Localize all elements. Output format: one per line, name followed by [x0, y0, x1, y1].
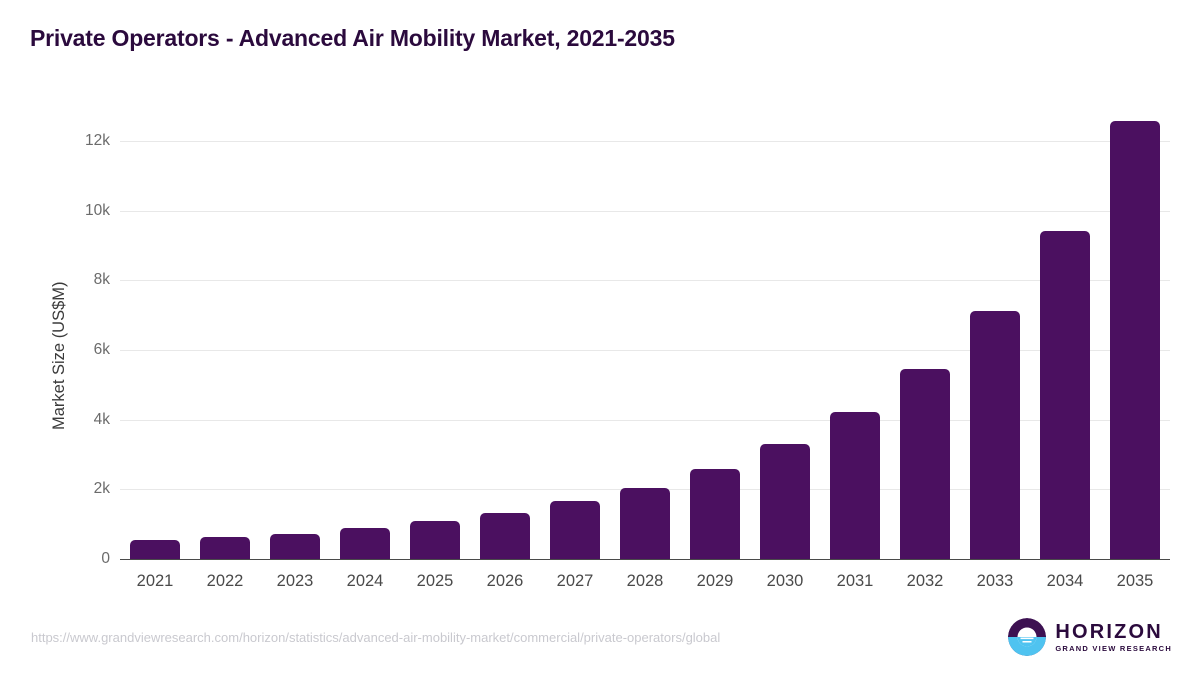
bar-2024[interactable] [340, 528, 390, 559]
horizon-logo-icon [1008, 618, 1047, 656]
bar-2022[interactable] [200, 537, 250, 559]
bar-2032[interactable] [900, 369, 950, 559]
bar-2029[interactable] [690, 469, 740, 559]
y-axis-tick-label: 8k [93, 271, 110, 289]
x-axis-tick-label: 2030 [766, 572, 804, 590]
y-axis-tick-label: 0 [101, 550, 110, 567]
horizon-logo-text: HORIZON GRAND VIEW RESEARCH [1055, 622, 1172, 653]
x-axis-tick-label: 2032 [906, 572, 944, 590]
gridline [120, 349, 1170, 351]
bar-2034[interactable] [1040, 231, 1090, 559]
bar-2031[interactable] [830, 411, 880, 559]
x-axis-tick-label: 2021 [136, 572, 174, 590]
x-axis-tick-label: 2027 [556, 572, 594, 590]
bar-2033[interactable] [970, 310, 1020, 559]
x-axis-tick-label: 2026 [486, 572, 524, 590]
bar-2027[interactable] [550, 500, 600, 559]
bar-2023[interactable] [270, 533, 320, 559]
gridline [120, 419, 1170, 421]
x-axis-tick-label: 2025 [416, 572, 454, 590]
gridline [120, 210, 1170, 212]
logo-name: HORIZON [1055, 620, 1163, 643]
y-axis-tick-label: 6k [93, 340, 110, 358]
x-axis-tick-label: 2022 [206, 572, 244, 590]
page-title: Private Operators - Advanced Air Mobilit… [30, 25, 675, 51]
bar-2030[interactable] [760, 444, 810, 559]
x-axis-tick-label: 2028 [626, 572, 664, 590]
gridline [120, 280, 1170, 282]
y-axis-tick-label: 12k [85, 131, 110, 149]
y-axis-label: Market Size (US$M) [50, 281, 68, 430]
x-axis-tick-label: 2023 [276, 572, 314, 590]
x-axis-tick-label: 2024 [346, 572, 384, 590]
y-axis-tick-label: 10k [85, 201, 110, 219]
bar-2025[interactable] [410, 521, 460, 559]
y-axis-tick-label: 2k [93, 480, 110, 498]
x-axis-tick-label: 2034 [1046, 572, 1084, 590]
x-axis-tick-label: 2035 [1116, 572, 1154, 590]
x-axis-tick-label: 2031 [836, 572, 874, 590]
bar-2028[interactable] [620, 487, 670, 559]
bar-2035[interactable] [1110, 120, 1160, 559]
source-url[interactable]: https://www.grandviewresearch.com/horizo… [31, 630, 721, 645]
y-axis-tick-label: 4k [93, 410, 110, 428]
plot-area [120, 100, 1170, 560]
x-axis-tick-label: 2033 [976, 572, 1014, 590]
bar-2026[interactable] [480, 512, 530, 559]
gridline [120, 140, 1170, 142]
x-axis-tick-label: 2029 [696, 572, 734, 590]
horizon-logo: HORIZON GRAND VIEW RESEARCH [1008, 618, 1172, 656]
x-axis-line [120, 559, 1170, 560]
logo-subtitle: GRAND VIEW RESEARCH [1055, 643, 1172, 653]
bar-2021[interactable] [130, 540, 180, 559]
